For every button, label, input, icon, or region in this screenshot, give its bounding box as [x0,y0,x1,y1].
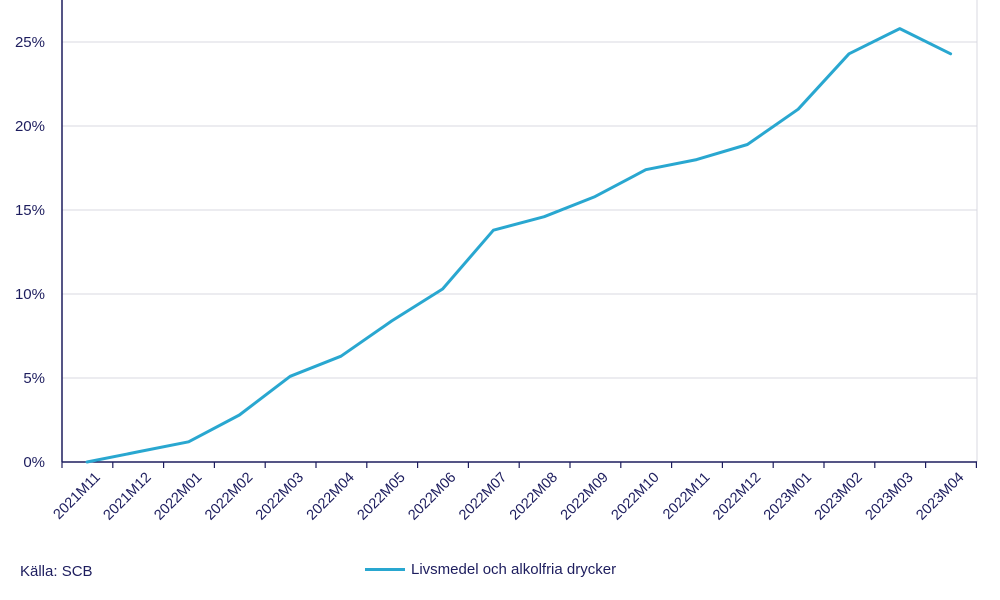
x-tick-label: 2022M09 [558,470,612,524]
x-tick-label: 2021M11 [51,470,104,523]
x-tick-label: 2023M03 [863,470,917,524]
x-tick-label: 2023M01 [761,470,815,524]
x-tick-label: 2022M07 [456,470,510,524]
x-tick-label: 2021M12 [101,470,155,524]
x-tick-label: 2023M04 [913,470,967,524]
line-chart: 0%5%10%15%20%25%2021M112021M122022M01202… [15,0,978,524]
legend-swatch [365,568,405,571]
y-tick-label: 20% [15,118,45,135]
x-tick-label: 2023M02 [812,470,866,524]
x-tick-label: 2022M06 [405,470,459,524]
x-tick-label: 2022M05 [355,470,409,524]
y-tick-label: 0% [23,454,45,471]
x-tick-label: 2022M11 [660,470,713,523]
x-tick-label: 2022M04 [304,470,358,524]
series-line [85,27,953,464]
x-tick-label: 2022M12 [710,470,764,524]
y-tick-label: 15% [15,202,45,219]
x-tick-label: 2022M03 [253,470,307,524]
legend: Livsmedel och alkolfria drycker [365,561,616,578]
x-tick-label: 2022M10 [609,470,663,524]
y-tick-label: 10% [15,286,45,303]
x-tick-label: 2022M01 [151,470,205,524]
y-tick-label: 25% [15,34,45,51]
x-tick-label: 2022M02 [202,470,256,524]
y-tick-label: 5% [23,370,45,387]
legend-label: Livsmedel och alkolfria drycker [411,561,617,578]
x-tick-label: 2022M08 [507,470,561,524]
source-label: Källa: SCB [20,563,93,580]
